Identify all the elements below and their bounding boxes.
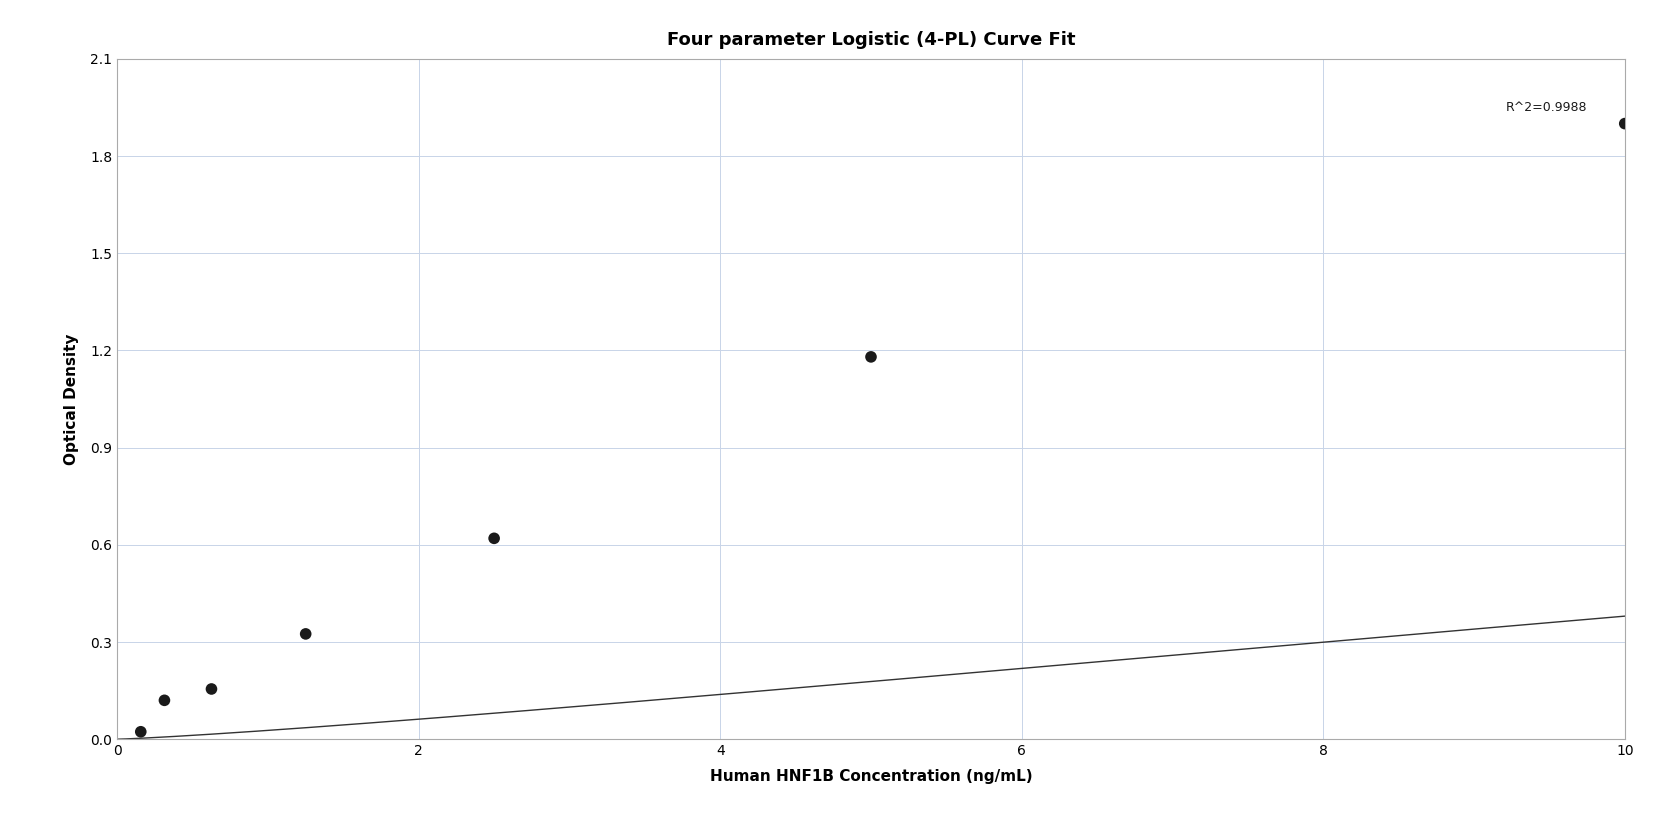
Point: [858, 350, 884, 364]
Point: [291, 627, 318, 641]
Point: [481, 532, 508, 545]
Point: [198, 682, 224, 696]
X-axis label: Human HNF1B Concentration (ng/mL): Human HNF1B Concentration (ng/mL): [710, 769, 1032, 785]
Point: [1611, 117, 1638, 130]
Y-axis label: Optical Density: Optical Density: [64, 333, 79, 465]
Point: [127, 725, 154, 738]
Title: Four parameter Logistic (4-PL) Curve Fit: Four parameter Logistic (4-PL) Curve Fit: [667, 31, 1075, 49]
Text: R^2=0.9988: R^2=0.9988: [1506, 101, 1588, 114]
Point: [151, 694, 178, 707]
